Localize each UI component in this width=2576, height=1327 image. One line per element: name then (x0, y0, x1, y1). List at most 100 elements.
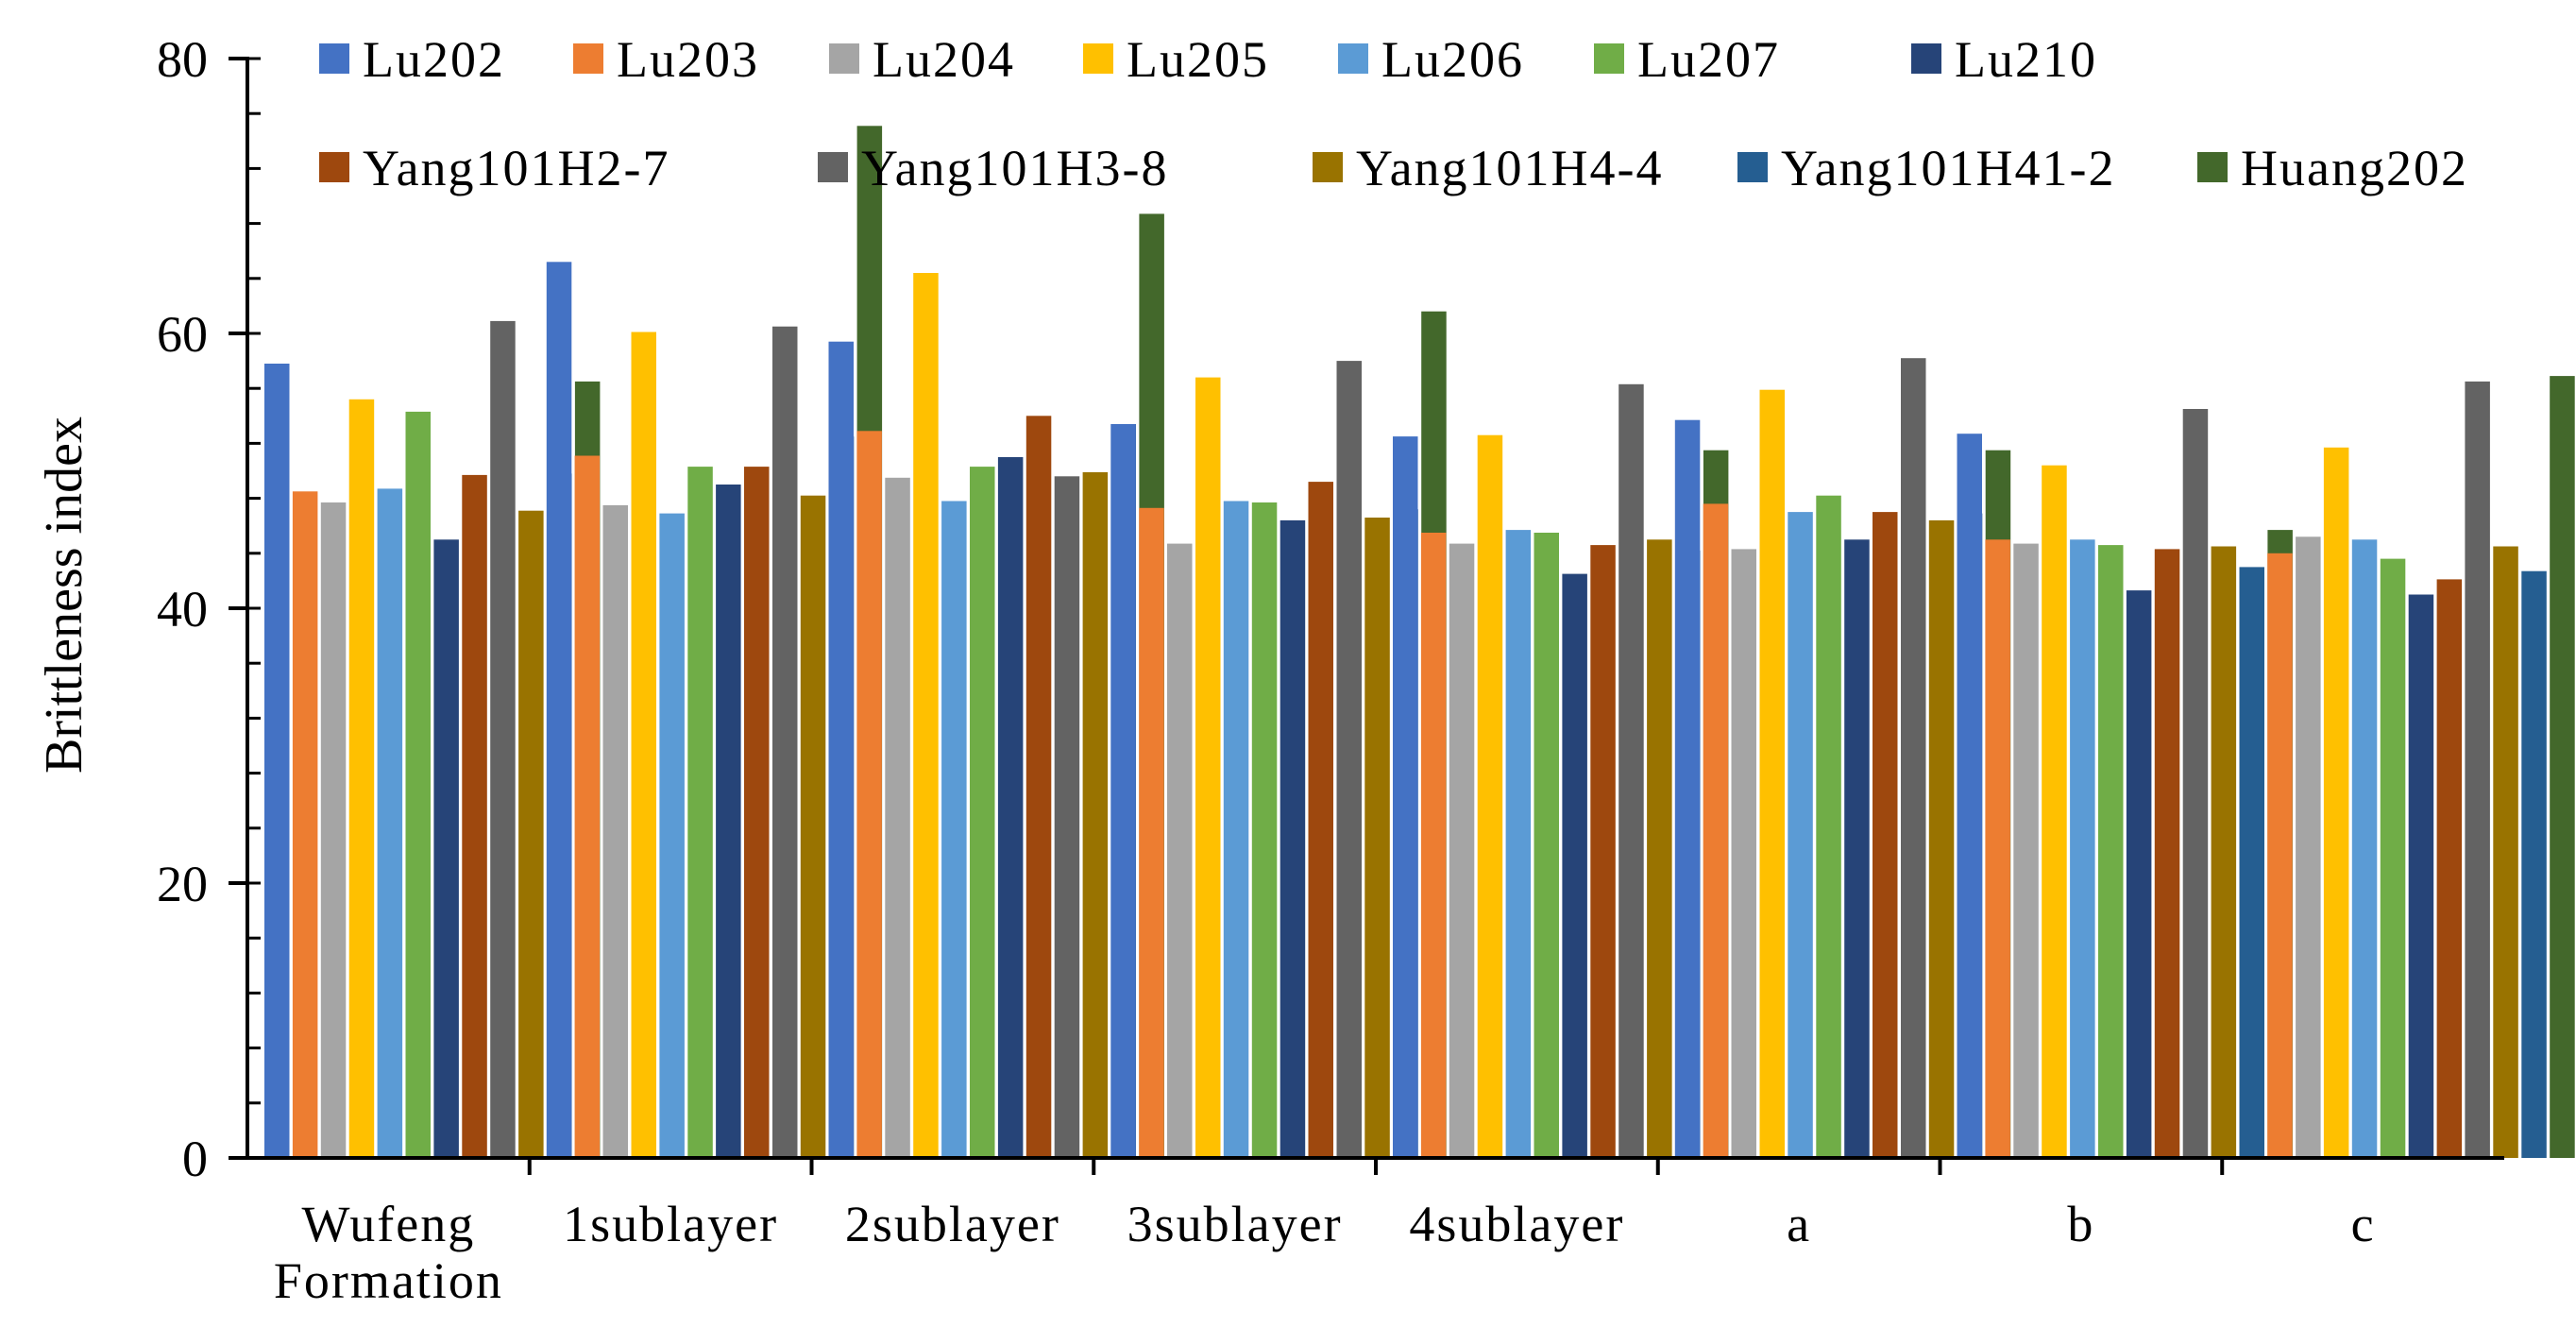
legend-swatch (319, 43, 349, 74)
bar-yang101h2-7-1 (744, 467, 770, 1159)
bar-yang101h4-4-6 (2211, 546, 2237, 1158)
bar-lu206-1 (659, 513, 685, 1158)
bar-lu206-5 (1788, 512, 1813, 1158)
axes-layer: 0 20 40 60 80 Wufeng Formation 1sublayer 2sublay… (157, 31, 2504, 1309)
bar-lu202-6 (1957, 434, 1982, 1158)
bar-yang101h4-4-3 (1364, 518, 1390, 1158)
legend-swatch (319, 152, 349, 182)
bar-yang101h3-8-0 (490, 320, 516, 1158)
legend-swatch (573, 43, 603, 74)
bar-lu210-1 (716, 485, 741, 1158)
bar-yang101h3-8-5 (1901, 358, 1926, 1158)
bar-lu210-7 (2408, 594, 2434, 1158)
legend-swatch (1313, 152, 1343, 182)
bar-lu206-4 (1505, 530, 1532, 1158)
bar-lu202-1 (546, 262, 572, 1158)
legend-swatch (1911, 43, 1941, 74)
y-tick-label: 80 (157, 31, 208, 88)
legend-item-lu207: Lu207 (1594, 31, 1780, 88)
legend-item-yang101h4-4: Yang101H4-4 (1313, 140, 1664, 196)
legend-item-lu202: Lu202 (319, 31, 503, 88)
bar-lu210-2 (997, 457, 1024, 1158)
bar-yang101h3-8-2 (1054, 476, 1080, 1158)
bar-lu204-0 (320, 502, 347, 1158)
bar-lu205-6 (2042, 465, 2067, 1158)
bar-lu204-4 (1449, 543, 1475, 1158)
bar-lu210-4 (1562, 573, 1587, 1158)
bar-huang202-7 (2550, 376, 2575, 1159)
bar-lu205-5 (1759, 389, 1785, 1158)
bar-lu204-1 (602, 504, 628, 1158)
bar-yang101h4-4-7 (2493, 546, 2518, 1158)
legend-item-yang101h3-8: Yang101H3-8 (818, 140, 1169, 196)
legend-item-lu210: Lu210 (1911, 31, 2095, 88)
bar-yang101h2-7-3 (1308, 482, 1333, 1159)
legend-label: Lu207 (1637, 31, 1780, 88)
legend: Lu202 Lu203 Lu204 Lu205 Lu206 Lu207 Lu210 Yang1… (319, 31, 2468, 196)
bar-lu205-3 (1195, 377, 1221, 1159)
legend-label: Huang202 (2241, 140, 2468, 196)
bar-lu204-3 (1167, 543, 1193, 1158)
bar-yang101h3-8-4 (1618, 383, 1644, 1158)
bar-lu203-3 (1139, 507, 1164, 1158)
y-tick-label: 20 (157, 856, 208, 912)
bar-lu207-2 (970, 467, 995, 1159)
bar-lu203-6 (1985, 539, 2010, 1159)
legend-swatch (1338, 43, 1368, 74)
bar-lu202-3 (1110, 424, 1136, 1158)
bar-lu202-5 (1674, 419, 1701, 1158)
legend-label: Yang101H4-4 (1356, 140, 1664, 196)
legend-label: Yang101H3-8 (861, 140, 1169, 196)
bar-lu207-6 (2098, 545, 2124, 1158)
legend-item-lu205: Lu205 (1083, 31, 1269, 88)
bar-lu210-5 (1844, 539, 1870, 1159)
y-tick-label: 0 (182, 1131, 208, 1187)
bar-lu204-7 (2296, 536, 2321, 1158)
bar-yang101h4-4-2 (1082, 472, 1109, 1158)
bar-yang101h3-8-1 (772, 326, 798, 1158)
x-category-label: 4sublayer (1409, 1196, 1624, 1252)
bar-yang101h2-7-5 (1873, 512, 1898, 1158)
bar-lu207-1 (687, 467, 713, 1159)
bar-yang101h4-4-5 (1928, 519, 1955, 1158)
bar-yang101h41-2-7 (2521, 570, 2547, 1158)
bar-lu203-1 (574, 455, 601, 1158)
y-axis-title: Brittleness index (35, 417, 93, 774)
legend-label: Lu205 (1127, 31, 1269, 88)
bar-lu207-0 (405, 411, 431, 1158)
bar-lu203-0 (292, 491, 318, 1158)
bar-lu207-5 (1816, 495, 1841, 1158)
x-category-label: 3sublayer (1127, 1196, 1343, 1252)
bar-lu204-6 (2013, 543, 2039, 1158)
bar-lu206-3 (1223, 501, 1249, 1158)
x-category-label: 2sublayer (845, 1196, 1060, 1252)
bar-lu205-1 (631, 332, 656, 1158)
bar-lu202-4 (1393, 436, 1418, 1159)
bar-lu210-0 (433, 539, 459, 1159)
legend-label: Yang101H41-2 (1781, 140, 2116, 196)
legend-swatch (829, 43, 859, 74)
bar-lu206-7 (2351, 539, 2378, 1159)
bar-yang101h2-7-2 (1025, 416, 1052, 1158)
legend-swatch (818, 152, 848, 182)
bar-yang101h2-7-6 (2154, 549, 2180, 1158)
legend-label: Lu206 (1381, 31, 1524, 88)
bar-lu210-3 (1280, 519, 1306, 1158)
bar-yang101h41-2-6 (2239, 567, 2264, 1158)
bar-lu207-4 (1534, 533, 1559, 1158)
legend-label: Lu204 (873, 31, 1015, 88)
legend-swatch (1083, 43, 1113, 74)
legend-item-yang101h2-7: Yang101H2-7 (319, 140, 670, 196)
bar-lu206-0 (377, 488, 403, 1158)
bar-lu205-7 (2323, 447, 2349, 1158)
x-category-label: c (2351, 1196, 2376, 1252)
bar-yang101h3-8-6 (2182, 409, 2209, 1158)
bar-yang101h3-8-3 (1336, 361, 1362, 1159)
x-category-label: Wufeng Formation (274, 1196, 503, 1309)
legend-label: Yang101H2-7 (363, 140, 670, 196)
bar-lu203-7 (2267, 553, 2293, 1158)
bar-yang101h2-7-0 (462, 474, 487, 1158)
bar-yang101h3-8-7 (2465, 381, 2490, 1158)
x-category-label: 1sublayer (563, 1196, 778, 1252)
